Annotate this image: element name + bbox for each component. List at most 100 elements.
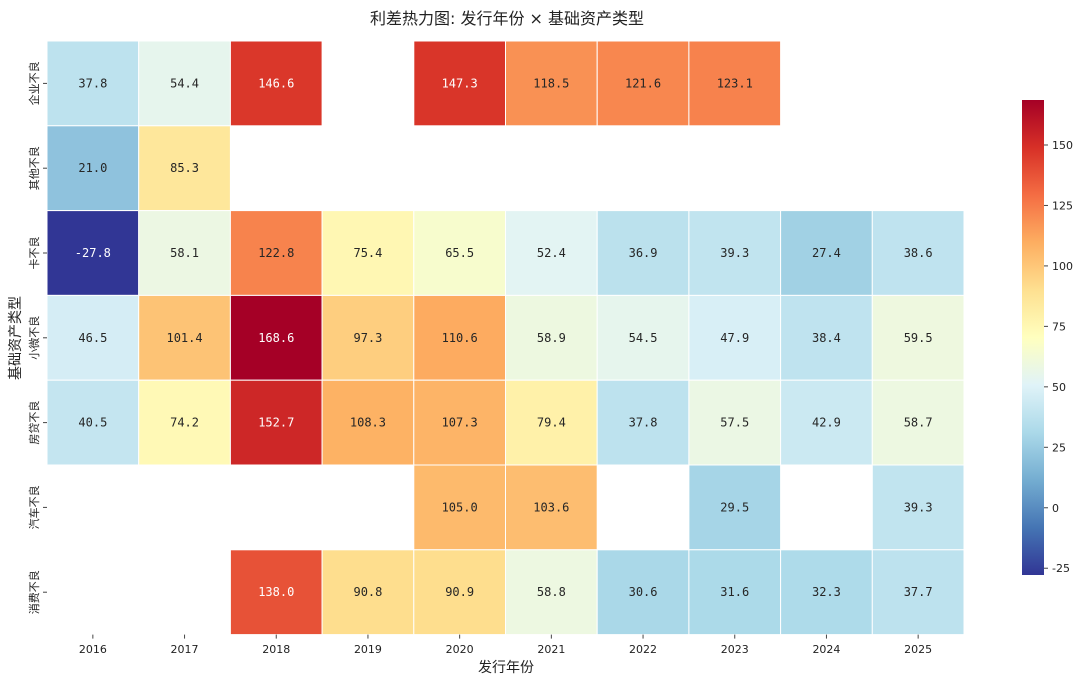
heatmap-cell <box>413 549 506 636</box>
cell-value-label: 122.8 <box>258 246 294 260</box>
cell-value-label: 54.5 <box>629 331 658 345</box>
heatmap-cell <box>46 40 140 127</box>
heatmap-cell <box>688 379 782 466</box>
cell-value-label: 108.3 <box>350 416 386 430</box>
cell-value-label: 168.6 <box>258 331 294 345</box>
cell-value-label: 58.9 <box>537 331 566 345</box>
heatmap-cell <box>46 294 140 381</box>
heatmap-cell <box>596 549 690 636</box>
cell-value-label: 79.4 <box>537 416 566 430</box>
x-tick-label: 2019 <box>354 643 382 656</box>
x-tick-label: 2018 <box>262 643 290 656</box>
y-tick-label: 其他不良 <box>27 146 41 190</box>
y-tick-label: 小微不良 <box>27 316 41 360</box>
heatmap-cell <box>321 549 415 636</box>
heatmap-cell <box>688 549 782 636</box>
x-tick-label: 2023 <box>721 643 749 656</box>
heatmap-cell <box>413 464 506 551</box>
heatmap-cell <box>596 379 690 466</box>
cell-value-label: 138.0 <box>258 585 294 599</box>
heatmap-cell <box>780 294 873 381</box>
cell-value-label: 59.5 <box>904 331 933 345</box>
cell-value-label: 90.9 <box>445 585 474 599</box>
heatmap-cell <box>321 294 415 381</box>
colorbar-tick-label: 100 <box>1052 260 1073 273</box>
cell-value-label: 101.4 <box>166 331 202 345</box>
cell-value-label: 38.6 <box>904 246 933 260</box>
heatmap-cell <box>229 40 323 127</box>
heatmap-cell <box>780 379 873 466</box>
cell-value-label: 90.8 <box>353 585 382 599</box>
cell-value-label: 65.5 <box>445 246 474 260</box>
cell-value-label: 40.5 <box>78 416 107 430</box>
cell-value-label: 37.8 <box>78 76 107 90</box>
y-axis-title: 基础资产类型 <box>7 296 24 380</box>
x-tick-label: 2022 <box>629 643 657 656</box>
cell-value-label: 52.4 <box>537 246 566 260</box>
chart-title: 利差热力图: 发行年份 × 基础资产类型 <box>370 9 644 28</box>
cell-value-label: 42.9 <box>812 416 841 430</box>
heatmap-cell <box>321 210 415 296</box>
heatmap-cell <box>688 294 782 381</box>
cell-value-label: 147.3 <box>442 76 478 90</box>
heatmap-cell <box>596 210 690 296</box>
cells-layer: 37.8 54.4 146.6 147.3 118.5 121.6 123.1 21.0 85.… <box>46 40 965 636</box>
cell-value-label: 103.6 <box>533 500 569 514</box>
cell-value-label: 75.4 <box>353 246 382 260</box>
x-tick-label: 2025 <box>904 643 932 656</box>
colorbar-gradient <box>1022 100 1044 575</box>
cell-value-label: 58.8 <box>537 585 566 599</box>
cell-value-label: 46.5 <box>78 331 107 345</box>
cell-value-label: 31.6 <box>720 585 749 599</box>
heatmap-cell <box>413 40 506 127</box>
x-ticks: 2016 2017 2018 2019 2020 2021 2022 2023 2024 2025 <box>79 634 932 656</box>
cell-value-label: 123.1 <box>717 76 753 90</box>
cell-value-label: 27.4 <box>812 246 841 260</box>
heatmap-cell <box>505 40 598 127</box>
cell-value-label: 152.7 <box>258 416 294 430</box>
cell-value-label: 37.8 <box>629 416 658 430</box>
heatmap-cell <box>505 294 598 381</box>
heatmap-cell <box>229 210 323 296</box>
colorbar-tick-label: 75 <box>1052 320 1066 333</box>
colorbar-tick-label: 25 <box>1052 441 1066 454</box>
heatmap-cell <box>780 210 873 296</box>
cell-value-label: 54.4 <box>170 76 199 90</box>
cell-value-label: 21.0 <box>78 161 107 175</box>
cell-value-label: 29.5 <box>720 500 749 514</box>
cell-value-label: 30.6 <box>629 585 658 599</box>
cell-value-label: 58.7 <box>904 416 933 430</box>
cell-value-label: 36.9 <box>629 246 658 260</box>
heatmap-cell <box>871 379 965 466</box>
cell-value-label: 97.3 <box>353 331 382 345</box>
heatmap-cell <box>871 210 965 296</box>
cell-value-label: 105.0 <box>442 500 478 514</box>
heatmap-cell <box>505 210 598 296</box>
x-tick-label: 2024 <box>812 643 840 656</box>
cell-value-label: 47.9 <box>720 331 749 345</box>
heatmap-cell <box>138 379 231 466</box>
cell-value-label: 39.3 <box>720 246 749 260</box>
heatmap-cell <box>596 40 690 127</box>
cell-value-label: 107.3 <box>442 416 478 430</box>
x-tick-label: 2016 <box>79 643 107 656</box>
cell-value-label: 74.2 <box>170 416 199 430</box>
x-tick-label: 2021 <box>537 643 565 656</box>
heatmap-cell <box>688 40 782 127</box>
cell-value-label: 85.3 <box>170 161 199 175</box>
heatmap-cell <box>505 379 598 466</box>
heatmap-cell <box>780 549 873 636</box>
colorbar-tick-label: 50 <box>1052 381 1066 394</box>
y-tick-label: 企业不良 <box>27 61 41 105</box>
heatmap-cell <box>138 40 231 127</box>
heatmap-cell <box>871 294 965 381</box>
y-tick-label: 汽车不良 <box>27 485 41 529</box>
colorbar-tick-label: 0 <box>1052 502 1059 515</box>
cell-value-label: 110.6 <box>442 331 478 345</box>
cell-value-label: 37.7 <box>904 585 933 599</box>
y-tick-label: 房贷不良 <box>27 401 41 445</box>
cell-value-label: 58.1 <box>170 246 199 260</box>
